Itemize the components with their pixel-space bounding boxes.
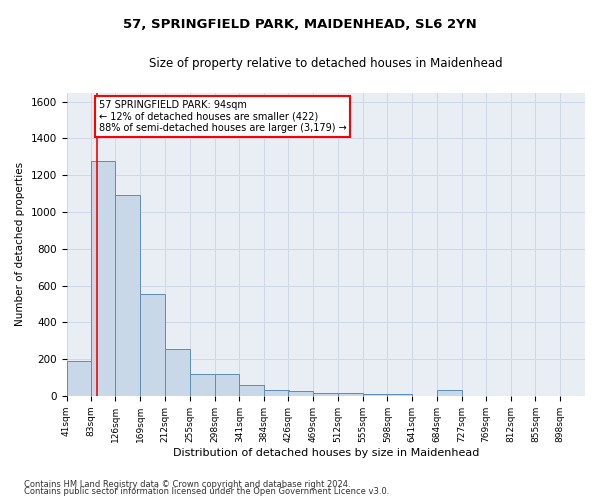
Bar xyxy=(190,374,215,396)
Bar xyxy=(338,393,362,396)
Bar xyxy=(388,394,412,396)
Bar xyxy=(437,390,462,396)
Bar xyxy=(362,394,388,396)
Text: Contains public sector information licensed under the Open Government Licence v3: Contains public sector information licen… xyxy=(24,487,389,496)
Bar xyxy=(264,390,289,396)
Bar xyxy=(215,374,239,396)
Bar xyxy=(165,349,190,396)
Text: Contains HM Land Registry data © Crown copyright and database right 2024.: Contains HM Land Registry data © Crown c… xyxy=(24,480,350,489)
Bar xyxy=(115,196,140,396)
Y-axis label: Number of detached properties: Number of detached properties xyxy=(15,162,25,326)
Bar xyxy=(313,393,338,396)
Bar xyxy=(91,160,115,396)
Bar xyxy=(289,392,313,396)
Bar xyxy=(140,294,165,396)
Text: 57, SPRINGFIELD PARK, MAIDENHEAD, SL6 2YN: 57, SPRINGFIELD PARK, MAIDENHEAD, SL6 2Y… xyxy=(123,18,477,30)
Text: 57 SPRINGFIELD PARK: 94sqm
← 12% of detached houses are smaller (422)
88% of sem: 57 SPRINGFIELD PARK: 94sqm ← 12% of deta… xyxy=(99,100,347,133)
Title: Size of property relative to detached houses in Maidenhead: Size of property relative to detached ho… xyxy=(149,58,503,70)
X-axis label: Distribution of detached houses by size in Maidenhead: Distribution of detached houses by size … xyxy=(173,448,479,458)
Bar xyxy=(67,361,91,396)
Bar xyxy=(239,385,264,396)
